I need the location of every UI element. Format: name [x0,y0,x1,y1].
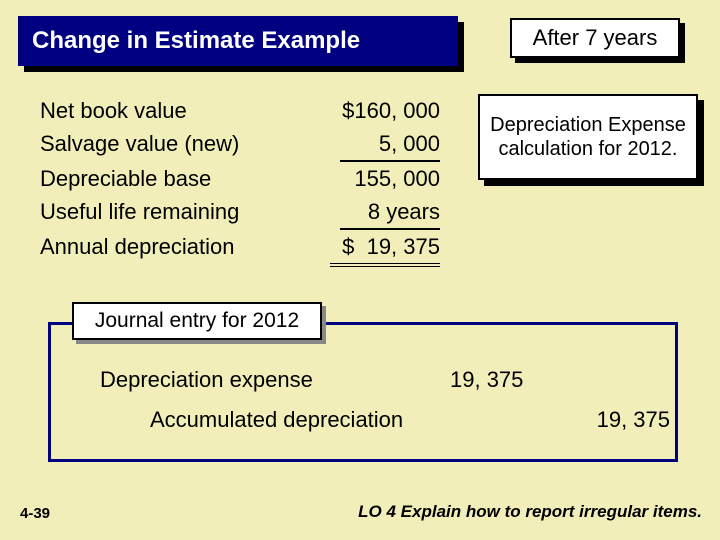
calc-label: Depreciable base [40,162,310,195]
table-row: Salvage value (new) 5, 000 [40,127,440,160]
calc-value: 155, 000 [310,162,440,195]
slide-number: 4-39 [20,505,50,522]
journal-credit [560,360,670,400]
journal-line: Depreciation expense 19, 375 [60,360,670,400]
after-years-badge: After 7 years [510,18,680,58]
calc-label: Useful life remaining [40,195,310,228]
slide-title: Change in Estimate Example [18,16,458,66]
journal-line: Accumulated depreciation 19, 375 [60,400,670,440]
journal-debit: 19, 375 [450,360,560,400]
calc-value: $ 19, 375 [310,230,440,263]
journal-entry-caption-container: Journal entry for 2012 [72,302,322,340]
calc-label: Salvage value (new) [40,127,310,160]
journal-account: Accumulated depreciation [60,400,450,440]
table-row: Depreciable base 155, 000 [40,162,440,195]
table-row: Net book value $160, 000 [40,94,440,127]
callout-text: Depreciation Expense calculation for 201… [478,94,698,180]
callout-container: Depreciation Expense calculation for 201… [478,94,698,180]
table-row: Annual depreciation $ 19, 375 [40,230,440,263]
slide-title-container: Change in Estimate Example [18,16,458,66]
calc-value: 8 years [310,195,440,228]
calc-value: 5, 000 [310,127,440,160]
journal-account: Depreciation expense [60,360,450,400]
calc-label: Annual depreciation [40,230,310,263]
calc-label: Net book value [40,94,310,127]
calc-value: $160, 000 [310,94,440,127]
journal-entry-lines: Depreciation expense 19, 375 Accumulated… [60,360,670,439]
journal-entry-caption: Journal entry for 2012 [72,302,322,340]
table-row: Useful life remaining 8 years [40,195,440,228]
after-years-badge-container: After 7 years [510,18,680,58]
total-rule [330,263,440,267]
journal-credit: 19, 375 [560,400,670,440]
learning-objective: LO 4 Explain how to report irregular ite… [358,502,702,522]
calculation-table: Net book value $160, 000 Salvage value (… [40,94,440,267]
journal-debit [450,400,560,440]
